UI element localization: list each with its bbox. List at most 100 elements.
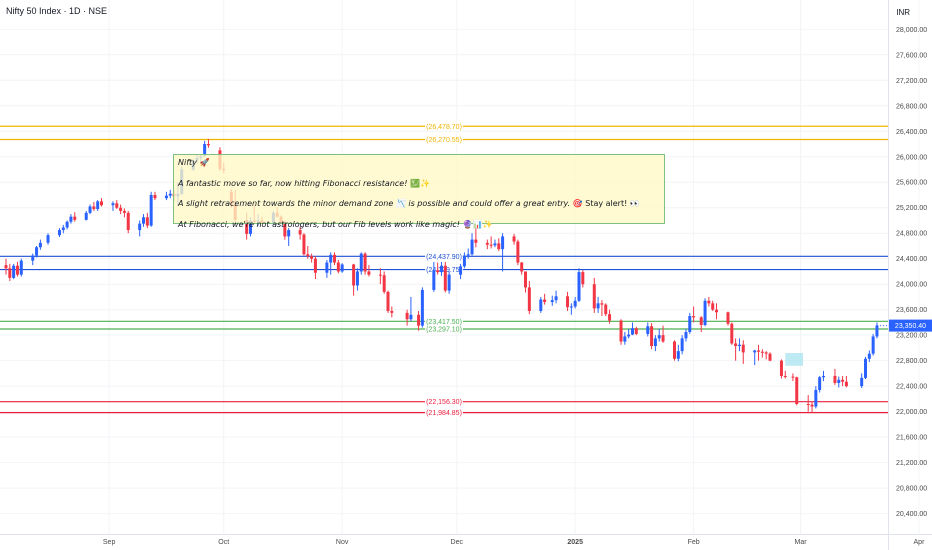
candle-body[interactable] — [657, 335, 661, 339]
candle-body[interactable] — [810, 404, 814, 407]
candle-body[interactable] — [96, 201, 100, 210]
candle-body[interactable] — [608, 314, 612, 321]
candle-body[interactable] — [653, 338, 657, 347]
candle-body[interactable] — [355, 271, 359, 286]
candle-body[interactable] — [844, 381, 848, 387]
candle-body[interactable] — [818, 377, 822, 390]
candle-body[interactable] — [459, 266, 463, 275]
candle-body[interactable] — [382, 275, 386, 292]
candle-body[interactable] — [386, 291, 390, 311]
candle-body[interactable] — [329, 254, 333, 263]
candle-body[interactable] — [795, 377, 799, 405]
candle-body[interactable] — [363, 253, 367, 272]
candle-body[interactable] — [737, 344, 741, 347]
candle-body[interactable] — [676, 351, 680, 359]
symbol-title[interactable]: Nifty 50 Index · 1D · NSE — [6, 6, 108, 16]
candle-body[interactable] — [325, 262, 329, 273]
candle-body[interactable] — [757, 350, 761, 352]
candle-body[interactable] — [352, 264, 356, 286]
candle-body[interactable] — [581, 272, 585, 285]
candle-body[interactable] — [115, 203, 119, 208]
candle-body[interactable] — [474, 239, 478, 243]
candle-body[interactable] — [791, 376, 795, 378]
candle-body[interactable] — [38, 242, 42, 248]
candle-body[interactable] — [462, 255, 466, 267]
candle-body[interactable] — [715, 309, 719, 313]
candle-body[interactable] — [378, 274, 382, 276]
candle-body[interactable] — [287, 230, 291, 237]
candle-body[interactable] — [485, 242, 489, 245]
candle-body[interactable] — [837, 379, 841, 383]
candle-body[interactable] — [730, 323, 734, 344]
candle-body[interactable] — [867, 353, 871, 359]
candle-body[interactable] — [493, 243, 497, 246]
candle-body[interactable] — [153, 194, 157, 199]
candle-body[interactable] — [122, 210, 126, 213]
candle-body[interactable] — [88, 206, 92, 213]
candle-body[interactable] — [359, 253, 363, 272]
candle-body[interactable] — [524, 271, 528, 288]
candle-body[interactable] — [417, 314, 421, 326]
candle-body[interactable] — [741, 344, 745, 353]
candle-body[interactable] — [310, 256, 314, 259]
candle-body[interactable] — [573, 300, 577, 307]
candle-body[interactable] — [673, 341, 676, 359]
candle-body[interactable] — [61, 227, 65, 231]
candle-body[interactable] — [283, 222, 287, 237]
candle-body[interactable] — [12, 265, 16, 278]
candle-body[interactable] — [119, 207, 123, 211]
candle-body[interactable] — [630, 328, 634, 335]
candle-body[interactable] — [543, 299, 547, 303]
candle-body[interactable] — [592, 284, 596, 309]
candle-body[interactable] — [600, 303, 604, 305]
candle-body[interactable] — [111, 203, 115, 206]
candle-body[interactable] — [69, 216, 73, 222]
candle-body[interactable] — [634, 328, 638, 334]
candle-body[interactable] — [554, 296, 558, 301]
candle-body[interactable] — [390, 310, 394, 313]
candle-body[interactable] — [466, 254, 470, 256]
candle-body[interactable] — [84, 212, 88, 220]
candle-body[interactable] — [760, 351, 764, 353]
candle-body[interactable] — [501, 236, 505, 250]
candle-body[interactable] — [405, 312, 409, 320]
candle-body[interactable] — [566, 296, 570, 308]
candle-body[interactable] — [833, 375, 837, 383]
candle-body[interactable] — [860, 377, 864, 387]
candle-body[interactable] — [627, 334, 631, 337]
candle-body[interactable] — [145, 217, 149, 226]
candle-body[interactable] — [168, 193, 172, 196]
candle-body[interactable] — [875, 325, 879, 337]
candle-body[interactable] — [100, 201, 103, 206]
candle-body[interactable] — [4, 265, 8, 269]
candle-body[interactable] — [92, 206, 96, 210]
candle-body[interactable] — [333, 254, 337, 263]
candle-body[interactable] — [692, 316, 696, 318]
candle-body[interactable] — [306, 254, 310, 257]
candle-body[interactable] — [248, 220, 252, 234]
candle-body[interactable] — [619, 320, 623, 342]
candle-body[interactable] — [646, 326, 650, 334]
candle-body[interactable] — [527, 287, 531, 311]
candle-body[interactable] — [779, 360, 783, 376]
candle-body[interactable] — [623, 336, 627, 342]
candle-body[interactable] — [688, 316, 692, 332]
candle-body[interactable] — [164, 195, 168, 199]
candle-body[interactable] — [596, 303, 600, 309]
candle-body[interactable] — [764, 352, 768, 354]
candle-body[interactable] — [206, 144, 210, 146]
candle-body[interactable] — [336, 262, 340, 272]
candle-body[interactable] — [138, 223, 142, 231]
candle-body[interactable] — [65, 221, 69, 228]
candle-body[interactable] — [841, 379, 845, 382]
candle-body[interactable] — [783, 375, 787, 377]
candle-body[interactable] — [15, 265, 19, 275]
candle-body[interactable] — [245, 219, 249, 234]
candle-body[interactable] — [31, 255, 35, 261]
candle-body[interactable] — [497, 243, 501, 250]
candle-body[interactable] — [650, 326, 654, 347]
candle-body[interactable] — [409, 314, 413, 320]
candle-body[interactable] — [684, 331, 688, 339]
